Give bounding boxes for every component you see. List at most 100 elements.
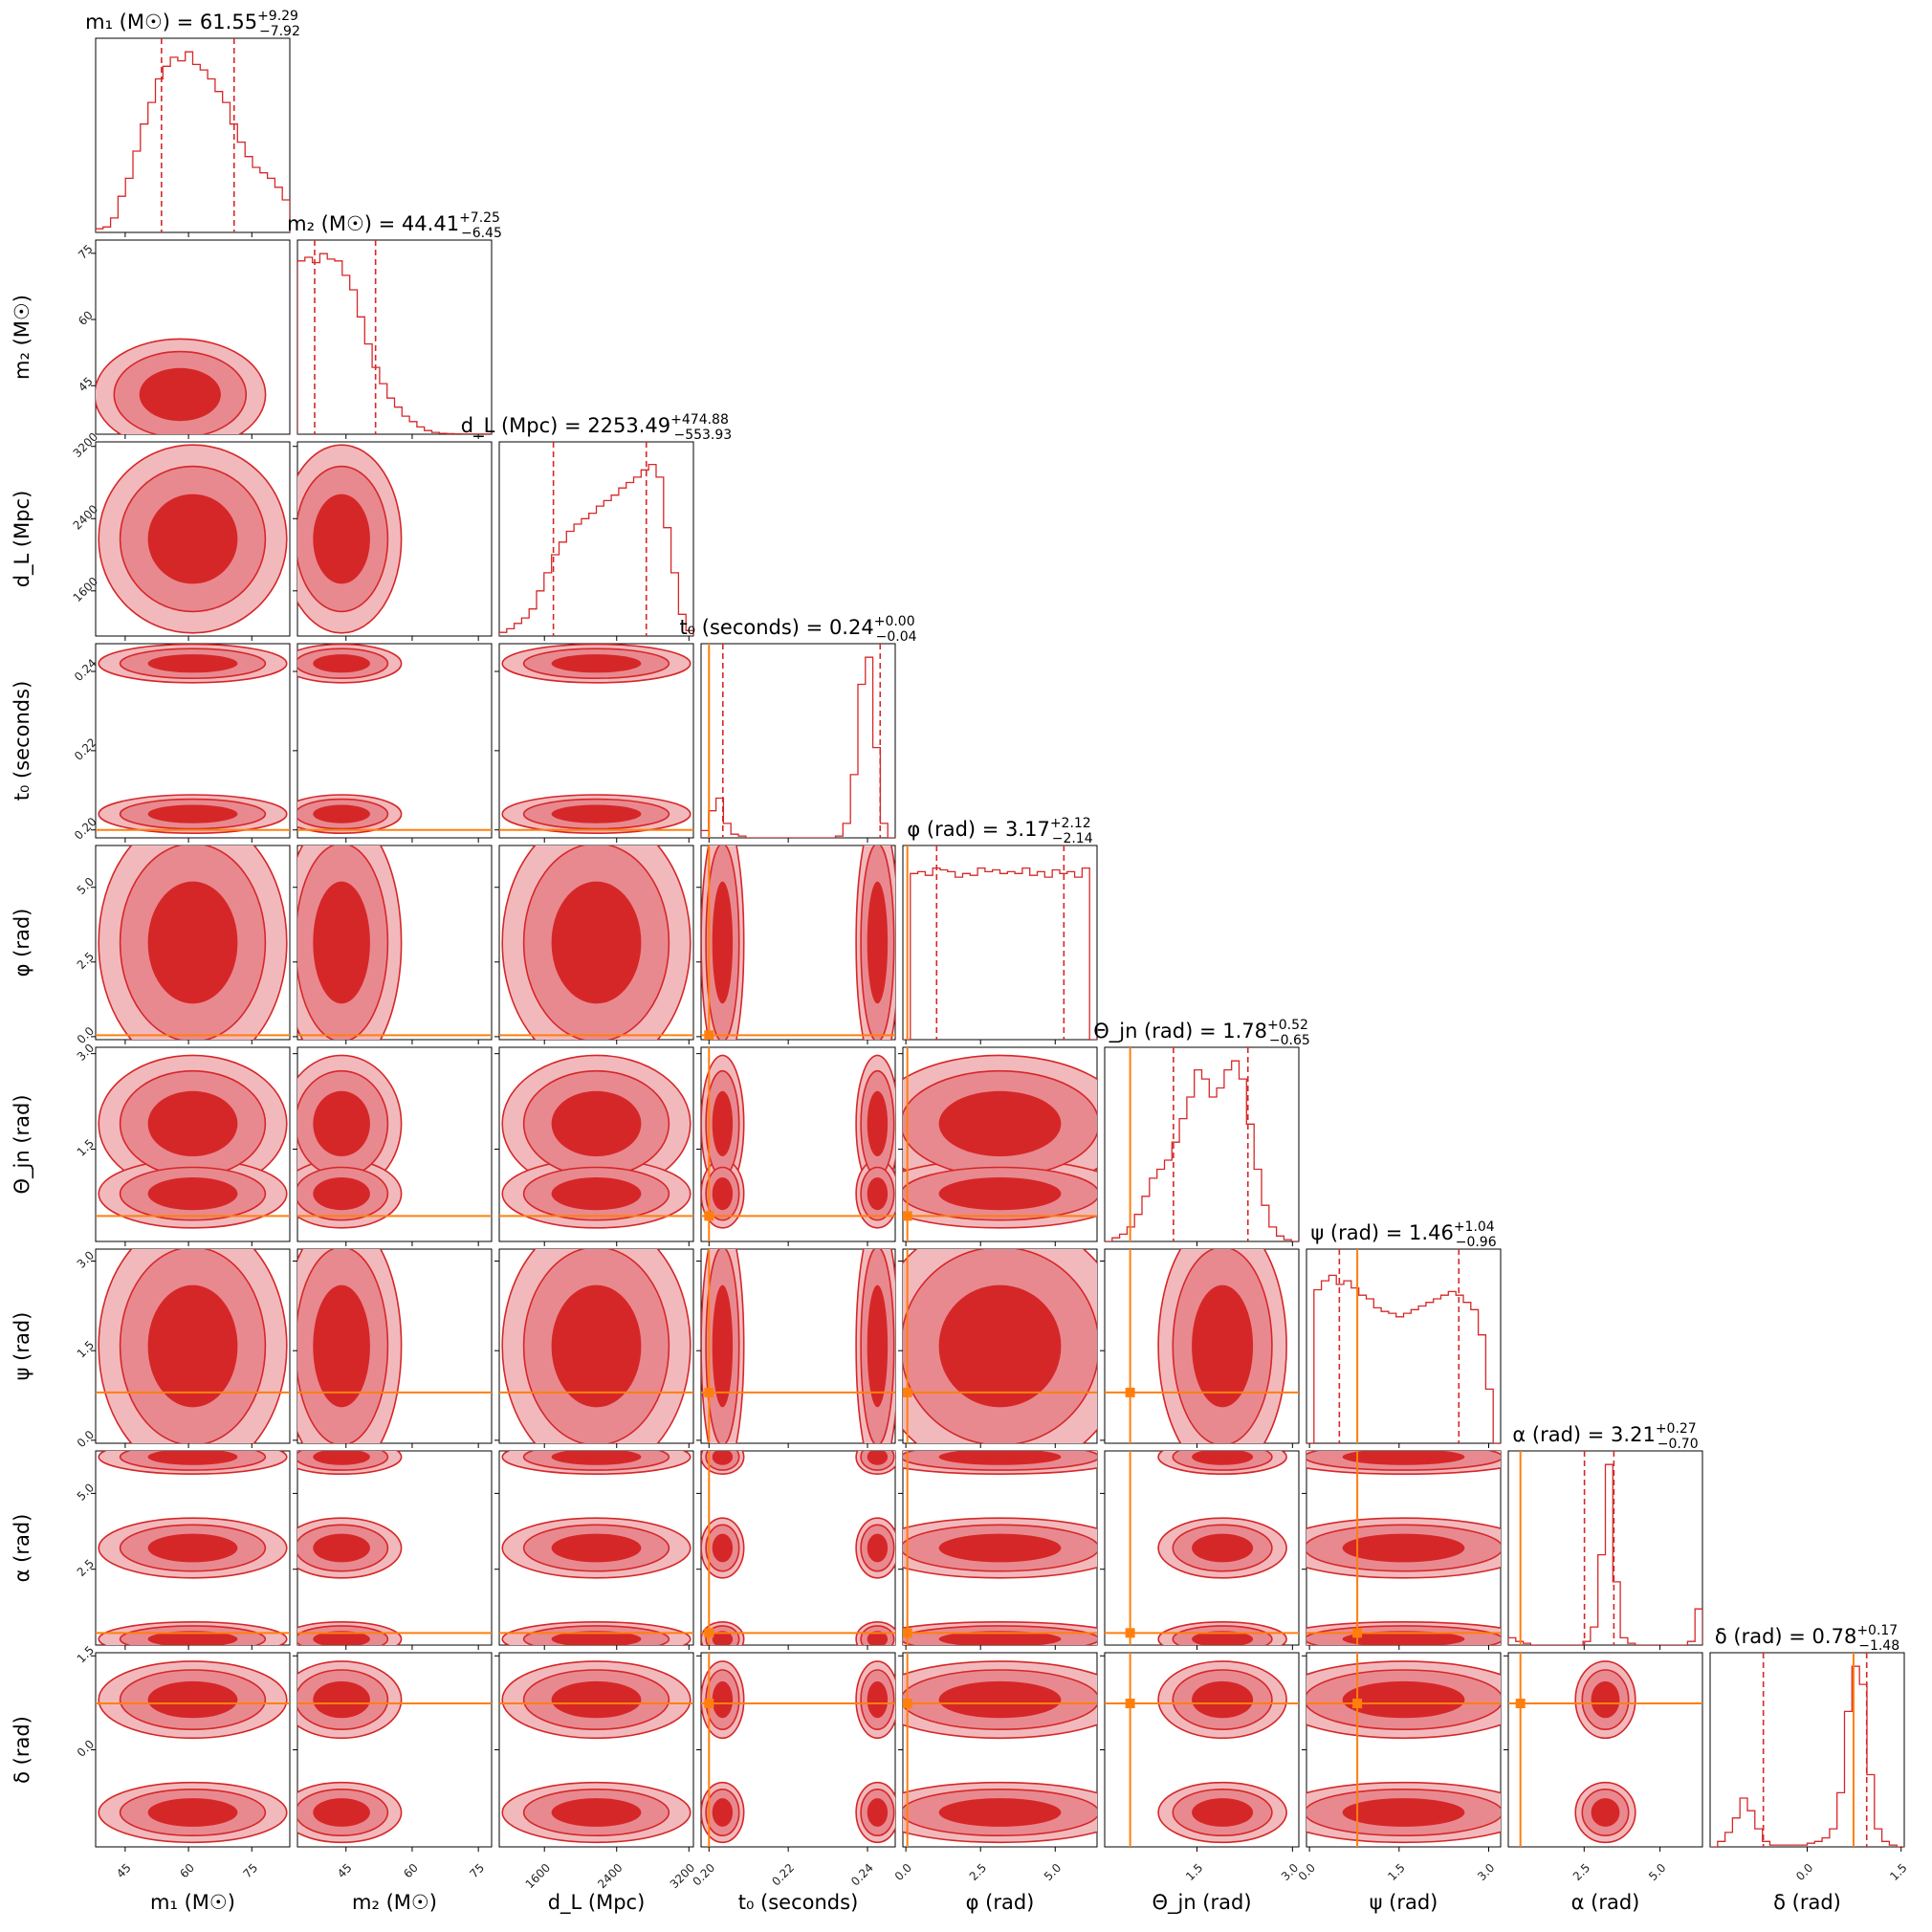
x-tick-label: 3.0 xyxy=(1475,1861,1497,1883)
density-contour xyxy=(147,1631,238,1645)
title-alpha: α (rad) = 3.21+0.27 −0.70 xyxy=(1512,1421,1698,1452)
density-contour xyxy=(313,1284,370,1408)
x-axis-label-phi: φ (rad) xyxy=(966,1891,1035,1914)
panel-delta-vs-dL: 1600 2400 3200 xyxy=(494,1652,697,1891)
histogram-psi xyxy=(1306,1274,1501,1443)
panel-frame xyxy=(902,845,1098,1041)
panel-psi-vs-phi xyxy=(898,1248,1098,1448)
x-axis-label-m1: m₁ (M☉) xyxy=(150,1891,235,1914)
density-contour xyxy=(712,1798,734,1827)
y-tick-label: 5.0 xyxy=(75,875,97,897)
x-tick-label: 2.5 xyxy=(1570,1861,1592,1883)
density-contour xyxy=(147,654,238,673)
density-contour xyxy=(1591,1680,1620,1719)
density-contour xyxy=(712,1284,734,1408)
title-m1: m₁ (M☉) = 61.55+9.29 −7.92 xyxy=(85,9,300,39)
x-axis-label-m2: m₂ (M☉) xyxy=(352,1891,437,1914)
panel-frame xyxy=(1306,1248,1502,1444)
y-tick-label: 0.24 xyxy=(72,656,99,684)
density-contour xyxy=(313,1451,370,1465)
density-contour xyxy=(551,1284,642,1408)
density-contour xyxy=(867,1533,889,1563)
panel-delta-vs-m2: 45 60 75 xyxy=(293,1652,493,1881)
y-tick-label: 0.0 xyxy=(75,1737,97,1759)
density-contour xyxy=(147,804,238,823)
panel-alpha-vs-m1: 2.5 5.0 xyxy=(75,1450,291,1650)
title-t0: t₀ (seconds) = 0.24+0.00 −0.04 xyxy=(679,614,916,645)
density-contour xyxy=(1192,1451,1254,1465)
panel-thetajn-vs-dL xyxy=(494,1046,694,1246)
density-contour xyxy=(867,1284,889,1408)
injection-marker xyxy=(1125,1628,1135,1638)
density-contour xyxy=(712,1533,734,1563)
panel-psi-vs-m1: 0.0 1.5 3.0 xyxy=(75,1248,291,1450)
density-contour xyxy=(712,1177,734,1211)
x-tick-label: 75 xyxy=(241,1861,261,1881)
title-thetajn: Θ_jn (rad) = 1.78+0.52 −0.65 xyxy=(1093,1018,1310,1048)
y-axis-label-t0: t₀ (seconds) xyxy=(11,681,33,801)
x-tick-label: 60 xyxy=(401,1861,421,1881)
title-delta: δ (rad) = 0.78+0.17 −1.48 xyxy=(1715,1623,1899,1654)
y-tick-label: 1.5 xyxy=(75,1136,97,1158)
density-contour xyxy=(867,1631,889,1645)
density-contour xyxy=(1342,1631,1465,1645)
x-axis-label-psi: ψ (rad) xyxy=(1370,1891,1438,1914)
panel-thetajn-vs-thetajn: Θ_jn (rad) = 1.78+0.52 −0.65 xyxy=(1093,1018,1310,1246)
y-tick-label: 45 xyxy=(76,374,96,394)
density-contour xyxy=(867,1680,889,1719)
density-contour xyxy=(551,1451,642,1465)
histogram-m2 xyxy=(297,252,492,434)
y-axis-label-m2: m₂ (M☉) xyxy=(11,295,33,380)
y-axis-label-thetajn: Θ_jn (rad) xyxy=(11,1094,34,1194)
y-tick-label: 60 xyxy=(76,308,96,328)
panel-delta-vs-m1: 45 60 75 0.0 1.5 xyxy=(75,1643,291,1881)
title-dL: d_L (Mpc) = 2253.49+474.88 −553.93 xyxy=(461,412,732,443)
x-axis-label-dL: d_L (Mpc) xyxy=(548,1891,646,1915)
x-tick-label: 1600 xyxy=(523,1861,553,1891)
density-contour xyxy=(938,1680,1062,1719)
density-contour xyxy=(938,1177,1062,1211)
density-contour xyxy=(313,1533,370,1563)
panel-delta-vs-alpha: 2.5 5.0 xyxy=(1504,1652,1703,1883)
title-phi: φ (rad) = 3.17+2.12 −2.14 xyxy=(907,816,1092,846)
density-contour xyxy=(551,654,642,673)
density-contour xyxy=(551,1631,642,1645)
histogram-alpha xyxy=(1508,1463,1702,1645)
title-m2: m₂ (M☉) = 44.41+7.25 −6.45 xyxy=(287,210,502,241)
x-tick-label: 5.0 xyxy=(1042,1861,1064,1883)
x-tick-label: 0.20 xyxy=(690,1861,717,1889)
panel-psi-vs-dL xyxy=(494,1248,694,1448)
panel-phi-vs-m2 xyxy=(293,845,493,1044)
density-contour xyxy=(313,1177,370,1211)
panel-alpha-vs-alpha: α (rad) = 3.21+0.27 −0.70 xyxy=(1507,1421,1703,1650)
panel-delta-vs-phi: 0.0 2.5 5.0 xyxy=(892,1652,1098,1883)
panel-alpha-vs-psi xyxy=(1302,1450,1502,1650)
panel-m2-vs-m1: 45 60 75 xyxy=(76,239,291,439)
density-contour xyxy=(551,1090,642,1156)
injection-marker xyxy=(903,1211,912,1221)
density-contour xyxy=(867,1177,889,1211)
panel-frame xyxy=(95,37,291,233)
histogram-delta xyxy=(1710,1665,1904,1847)
panel-t0-vs-dL xyxy=(494,643,694,843)
panel-thetajn-vs-phi xyxy=(898,1046,1098,1246)
x-tick-label: 1.5 xyxy=(1183,1861,1205,1883)
density-contour xyxy=(147,494,238,584)
density-contour xyxy=(551,1680,642,1719)
histogram-m1 xyxy=(96,51,290,232)
density-contour xyxy=(1342,1451,1465,1465)
injection-marker xyxy=(704,1628,714,1638)
y-tick-label: 0.0 xyxy=(75,1428,97,1450)
panel-thetajn-vs-t0 xyxy=(696,1046,896,1246)
panel-delta-vs-delta: δ (rad) = 0.78+0.17 −1.48 0.0 1.5 xyxy=(1709,1623,1910,1883)
injection-marker xyxy=(704,1699,714,1709)
x-axis-label-delta: δ (rad) xyxy=(1773,1891,1841,1914)
x-axis-label-thetajn: Θ_jn (rad) xyxy=(1152,1891,1251,1915)
density-contour xyxy=(551,881,642,1004)
panel-frame xyxy=(700,643,896,839)
panel-alpha-vs-phi xyxy=(898,1450,1098,1650)
density-contour xyxy=(313,654,370,673)
density-contour xyxy=(1192,1533,1254,1563)
injection-marker xyxy=(704,1211,714,1221)
density-contour xyxy=(712,1451,734,1465)
